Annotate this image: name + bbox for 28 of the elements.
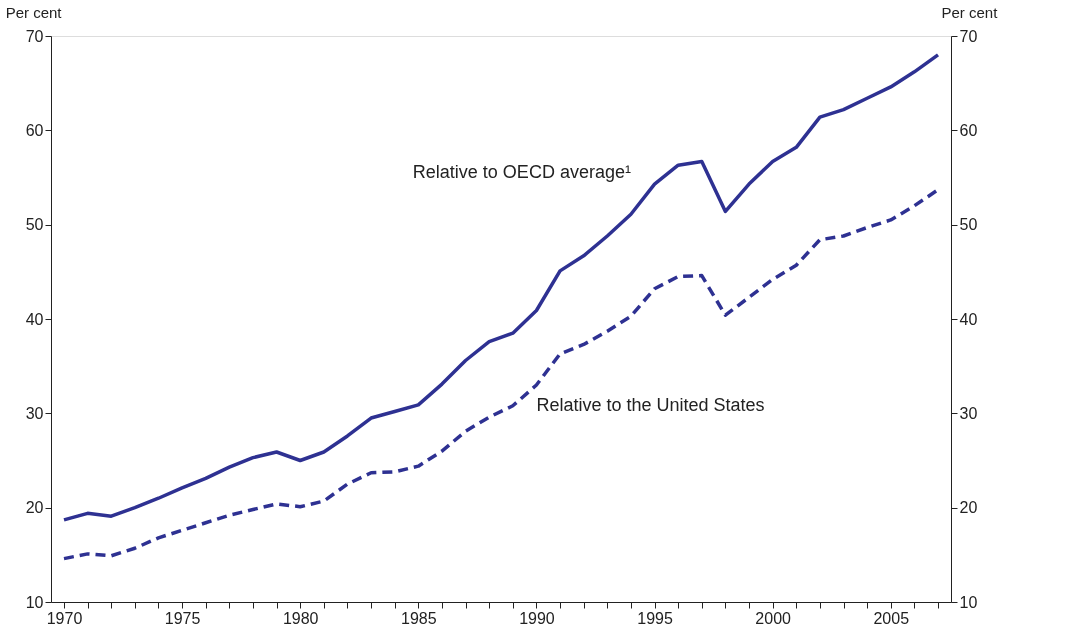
y2-axis-title: Per cent [941, 3, 999, 21]
y-tick-label: 10 [25, 593, 44, 611]
x-tick-label: 1990 [519, 609, 555, 627]
line-series [62, 53, 940, 522]
line-series [62, 188, 940, 561]
x-tick-label: 2005 [873, 609, 910, 627]
y2-tick-label: 20 [959, 499, 978, 517]
x-tick-label: 1995 [637, 609, 673, 627]
y-tick-label: 20 [25, 499, 44, 517]
y-tick-label: 70 [25, 27, 44, 45]
y2-tick-label: 70 [959, 27, 978, 45]
x-tick-label: 1980 [282, 609, 319, 627]
series-label: Relative to the United States [536, 395, 765, 416]
series-label: Relative to OECD average¹ [412, 162, 631, 183]
x-tick-label: 1975 [164, 609, 201, 627]
y2-tick-label: 10 [959, 593, 978, 611]
y-tick-label: 60 [25, 121, 44, 139]
y-tick-label: 50 [25, 216, 44, 234]
y2-tick-label: 60 [959, 121, 978, 139]
y2-tick-label: 50 [959, 216, 978, 234]
y-tick-label: 40 [25, 310, 44, 328]
y2-tick-label: 40 [959, 310, 978, 328]
x-tick-label: 2000 [755, 609, 792, 627]
y-axis-title: Per cent [5, 3, 63, 21]
y2-tick-label: 30 [959, 404, 978, 422]
x-tick-label: 1970 [46, 609, 83, 627]
x-tick-label: 1985 [401, 609, 437, 627]
y-tick-label: 30 [25, 404, 44, 422]
